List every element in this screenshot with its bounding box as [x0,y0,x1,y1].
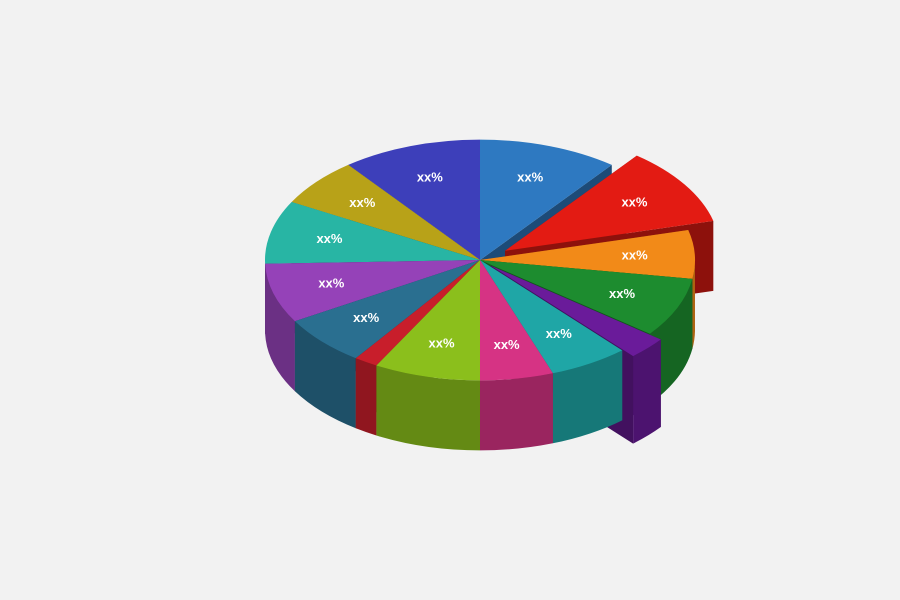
slice-label: xx% [517,169,543,184]
slice-wall [633,340,661,444]
slice-label: xx% [622,247,648,262]
slice-label: xx% [546,326,572,341]
slice-label: xx% [316,231,342,246]
slice-wall [480,373,553,450]
pie-chart-3d: xx% xx% xx% xx% xx% xx% xx% xx% xx% xx% xx% xx% [0,0,900,600]
slice-label: xx% [349,195,375,210]
slice-label: xx% [609,286,635,301]
slice-label: xx% [353,310,379,325]
slice-label: xx% [428,335,454,350]
slice-label: xx% [318,276,344,291]
slice-label: xx% [621,195,647,210]
slice-wall [356,358,377,435]
slice-label: xx% [417,169,443,184]
slice-label: xx% [494,337,520,352]
